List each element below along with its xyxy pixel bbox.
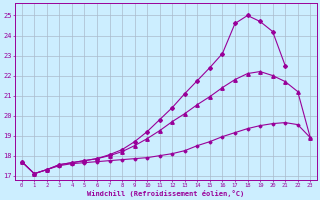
X-axis label: Windchill (Refroidissement éolien,°C): Windchill (Refroidissement éolien,°C) — [87, 190, 244, 197]
